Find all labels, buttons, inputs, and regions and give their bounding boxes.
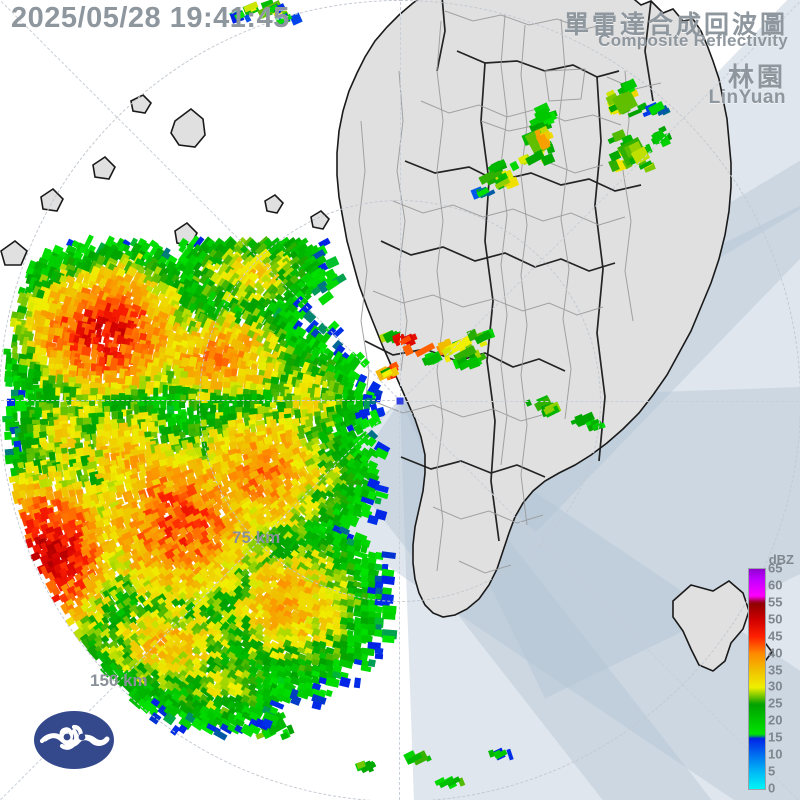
azimuth-spoke-0 (400, 401, 800, 402)
colorbar-tick: 10 (768, 746, 783, 762)
product-title-zh: 單雷達合成回波圖 (563, 10, 788, 39)
logo-swirl-eye-left (63, 733, 71, 741)
azimuth-spoke-270 (400, 0, 401, 401)
colorbar-tick: 15 (768, 729, 783, 745)
colorbar-tick-labels: 65 60 55 50 45 40 35 30 25 20 15 10 5 0 (768, 561, 796, 796)
colorbar-tick: 50 (768, 611, 783, 627)
logo-wave-lower (42, 733, 110, 748)
colorbar-tick: 35 (768, 662, 783, 678)
colorbar-tick: 60 (768, 577, 783, 593)
colorbar-gradient (748, 568, 766, 790)
colorbar-tick: 45 (768, 628, 783, 644)
radar-site-marker (396, 397, 404, 405)
cwa-logo (33, 709, 115, 771)
radar-site-name-en: LinYuan (708, 87, 786, 108)
logo-swirl-eye-right (78, 733, 86, 741)
range-ring-label-outer: 150 km (90, 671, 148, 690)
azimuth-spoke-90 (399, 401, 400, 800)
product-title-en: Composite Reflectivity (598, 31, 788, 50)
range-ring-label-inner: 75 km (232, 528, 281, 547)
colorbar-tick: 30 (768, 678, 783, 694)
colorbar-tick: 25 (768, 695, 783, 711)
colorbar-unit-label: dBZ (768, 552, 794, 567)
colorbar-tick: 5 (768, 763, 776, 779)
colorbar-tick: 55 (768, 594, 783, 610)
colorbar-tick: 65 (768, 560, 783, 576)
azimuth-spoke-180 (0, 400, 400, 401)
radar-site-name-zh: 林園 (727, 63, 786, 93)
colorbar-tick: 0 (768, 780, 776, 796)
timestamp-label: 2025/05/28 19:41:45 (11, 2, 290, 34)
colorbar: dBZ 65 60 55 50 45 40 35 30 25 20 15 10 5 0 (742, 552, 796, 796)
colorbar-tick: 40 (768, 645, 783, 661)
colorbar-tick: 20 (768, 712, 783, 728)
